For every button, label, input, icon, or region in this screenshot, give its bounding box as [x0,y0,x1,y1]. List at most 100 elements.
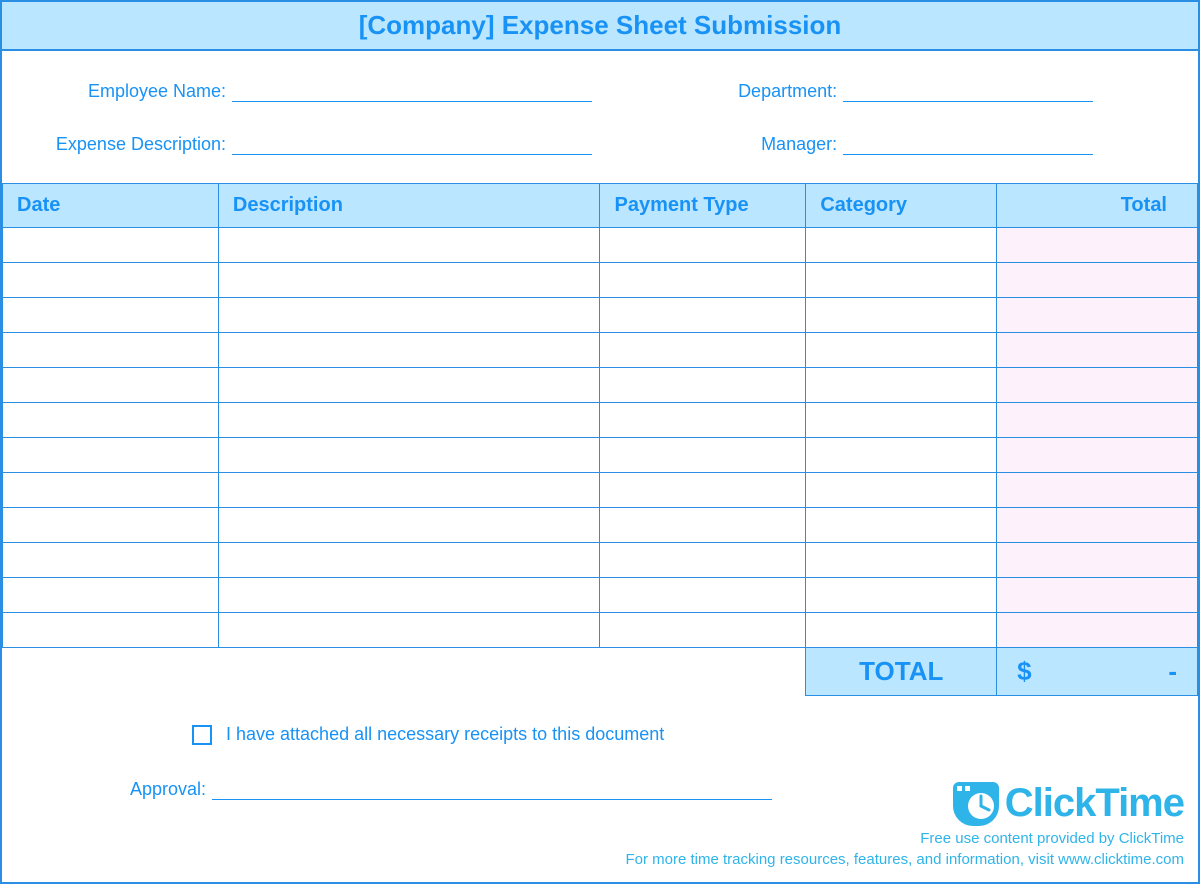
col-header-total: Total [997,184,1198,228]
manager-label: Manager: [703,134,843,155]
expense-description-label: Expense Description: [22,134,232,155]
table-cell[interactable] [3,333,219,368]
table-cell[interactable] [3,613,219,648]
expense-table: Date Description Payment Type Category T… [2,183,1198,696]
table-row [3,298,1198,333]
grand-total-row: TOTAL $ - [3,648,1198,696]
table-cell[interactable] [3,228,219,263]
brand-line1: Free use content provided by ClickTime [625,830,1184,847]
table-cell[interactable] [806,438,997,473]
table-cell[interactable] [3,403,219,438]
brand-block: ClickTime Free use content provided by C… [625,780,1184,868]
grand-total-currency: $ [1017,656,1031,687]
declaration-row: I have attached all necessary receipts t… [192,724,1198,745]
table-cell[interactable] [806,473,997,508]
expense-description-input[interactable] [232,137,592,155]
table-cell[interactable] [806,263,997,298]
table-cell[interactable] [997,228,1198,263]
col-header-date: Date [3,184,219,228]
table-cell[interactable] [218,613,600,648]
table-cell[interactable] [3,578,219,613]
table-cell[interactable] [997,403,1198,438]
table-cell[interactable] [218,368,600,403]
table-row [3,613,1198,648]
table-cell[interactable] [600,473,806,508]
table-cell[interactable] [218,228,600,263]
grand-total-label: TOTAL [806,648,997,696]
table-cell[interactable] [218,543,600,578]
table-cell[interactable] [997,298,1198,333]
table-cell[interactable] [3,473,219,508]
table-cell[interactable] [997,333,1198,368]
table-cell[interactable] [218,298,600,333]
table-cell[interactable] [218,263,600,298]
brand-logo: ClickTime [625,780,1184,826]
receipts-checkbox[interactable] [192,725,212,745]
table-cell[interactable] [3,543,219,578]
table-row [3,543,1198,578]
page-title: [Company] Expense Sheet Submission [2,2,1198,51]
table-cell[interactable] [600,403,806,438]
table-row [3,473,1198,508]
table-cell[interactable] [218,508,600,543]
table-cell[interactable] [3,508,219,543]
table-cell[interactable] [997,578,1198,613]
grand-total-amount: - [1168,656,1177,687]
table-row [3,333,1198,368]
table-cell[interactable] [218,403,600,438]
info-block: Employee Name: Department: Expense Descr… [2,51,1198,183]
table-cell[interactable] [218,438,600,473]
table-cell[interactable] [997,613,1198,648]
table-cell[interactable] [600,298,806,333]
table-cell[interactable] [806,228,997,263]
brand-line2: For more time tracking resources, featur… [625,851,1184,868]
table-cell[interactable] [997,438,1198,473]
table-cell[interactable] [600,368,806,403]
table-cell[interactable] [218,333,600,368]
table-cell[interactable] [997,543,1198,578]
table-row [3,438,1198,473]
table-cell[interactable] [997,263,1198,298]
table-cell[interactable] [600,613,806,648]
table-cell[interactable] [806,578,997,613]
department-input[interactable] [843,84,1093,102]
table-row [3,263,1198,298]
table-cell[interactable] [997,368,1198,403]
table-cell[interactable] [806,368,997,403]
table-cell[interactable] [3,263,219,298]
approval-label: Approval: [2,779,212,800]
expense-sheet: [Company] Expense Sheet Submission Emplo… [0,0,1200,884]
declaration-text: I have attached all necessary receipts t… [226,724,664,745]
table-cell[interactable] [806,613,997,648]
table-cell[interactable] [600,228,806,263]
table-cell[interactable] [3,368,219,403]
table-cell[interactable] [806,403,997,438]
table-cell[interactable] [600,438,806,473]
table-cell[interactable] [600,508,806,543]
clock-icon [951,780,1001,826]
table-cell[interactable] [218,473,600,508]
table-cell[interactable] [997,508,1198,543]
table-cell[interactable] [600,578,806,613]
brand-name: ClickTime [1005,781,1184,826]
table-cell[interactable] [600,263,806,298]
table-cell[interactable] [806,508,997,543]
table-cell[interactable] [3,298,219,333]
table-cell[interactable] [806,543,997,578]
table-cell[interactable] [218,578,600,613]
col-header-description: Description [218,184,600,228]
table-cell[interactable] [806,333,997,368]
table-cell[interactable] [806,298,997,333]
table-cell[interactable] [3,438,219,473]
table-header-row: Date Description Payment Type Category T… [3,184,1198,228]
table-cell[interactable] [600,333,806,368]
col-header-payment: Payment Type [600,184,806,228]
col-header-category: Category [806,184,997,228]
table-cell[interactable] [600,543,806,578]
employee-name-input[interactable] [232,84,592,102]
table-row [3,368,1198,403]
table-cell[interactable] [997,473,1198,508]
manager-input[interactable] [843,137,1093,155]
table-row [3,578,1198,613]
table-row [3,403,1198,438]
